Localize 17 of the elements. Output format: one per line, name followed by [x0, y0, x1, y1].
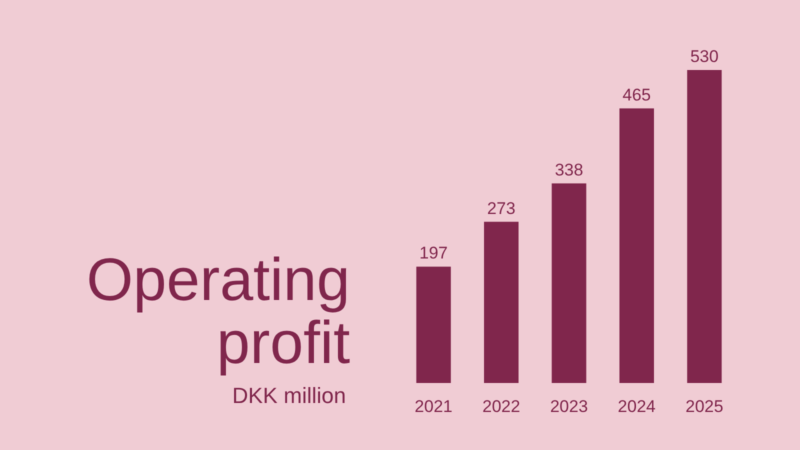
data-label: 465	[622, 85, 651, 104]
bar	[416, 266, 451, 383]
x-tick-label: 2024	[618, 397, 656, 416]
x-tick-label: 2023	[550, 397, 588, 416]
data-label: 197	[419, 244, 448, 263]
x-tick-label: 2022	[482, 397, 520, 416]
data-label: 530	[690, 47, 719, 66]
data-label: 273	[487, 198, 516, 218]
bar	[484, 222, 519, 383]
text: Operating profit	[86, 246, 350, 376]
text: DKK million	[232, 383, 346, 408]
bar	[552, 183, 586, 383]
bar	[687, 70, 722, 383]
bar	[619, 108, 654, 383]
x-tick-label: 2025	[686, 397, 724, 416]
x-tick-label: 2021	[414, 397, 452, 416]
data-label: 338	[554, 160, 584, 180]
